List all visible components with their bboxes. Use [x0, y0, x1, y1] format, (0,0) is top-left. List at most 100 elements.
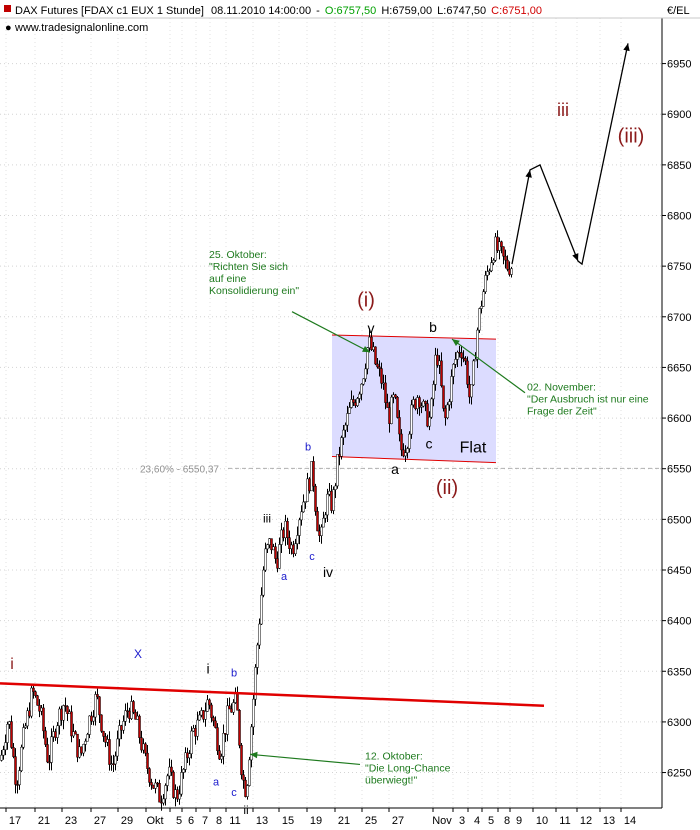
candle-body: [314, 485, 317, 512]
candle-body: [430, 398, 433, 418]
candle-body: [302, 501, 305, 513]
candle-body: [178, 793, 181, 800]
candle-body: [482, 291, 485, 307]
candle-body: [490, 262, 493, 272]
candle-body: [290, 544, 293, 549]
y-tick-label: 6900: [667, 109, 691, 121]
projection-path: [511, 43, 629, 266]
header-separator: -: [316, 5, 320, 17]
candle-body: [282, 529, 285, 539]
header-datetime: 08.11.2010 14:00:00: [211, 5, 311, 17]
x-tick-label: 9: [516, 815, 522, 827]
x-tick-label: 8: [216, 815, 222, 827]
candle-body: [240, 745, 243, 776]
y-tick-label: 6500: [667, 514, 691, 526]
candle-body: [428, 416, 431, 427]
candle-body: [342, 429, 345, 438]
candle-body: [106, 739, 109, 743]
candle-body: [176, 789, 179, 800]
candle-body: [398, 417, 401, 435]
wave-label: iii: [263, 511, 271, 525]
wave-label: iii: [557, 100, 569, 120]
candle-body: [268, 538, 271, 545]
candle-body: [372, 346, 375, 350]
arrowhead: [250, 751, 258, 759]
x-tick-label: 11: [229, 815, 240, 827]
candle-body: [222, 733, 225, 757]
candle-body: [252, 698, 255, 728]
projection-arrows: [525, 43, 630, 262]
comment-line: 12. Oktober:: [365, 750, 423, 762]
candle-body: [46, 744, 49, 763]
candle-body: [460, 352, 463, 359]
candle-body: [152, 784, 155, 789]
candle-body: [316, 511, 319, 532]
candle-body: [494, 236, 497, 261]
candle-body: [448, 401, 451, 406]
candle-body: [324, 514, 327, 519]
candle-body: [502, 246, 505, 257]
comment-arrow: [249, 753, 361, 766]
candle-body: [8, 721, 11, 725]
candle-body: [256, 644, 259, 668]
x-tick-label: 4: [474, 815, 480, 827]
wave-label: X: [134, 647, 142, 661]
wave-label: a: [281, 571, 288, 583]
candle-body: [4, 742, 7, 751]
candle-body: [78, 746, 81, 758]
candle-body: [196, 719, 199, 737]
candle-body: [54, 731, 57, 738]
candle-body: [458, 352, 461, 354]
wave-label: b: [231, 667, 237, 679]
comment-line: überwiegt!": [365, 774, 417, 786]
candle-body: [318, 530, 321, 536]
candle-body: [94, 694, 97, 718]
candle-body: [508, 269, 511, 275]
comment-arrow: [291, 311, 371, 353]
candle-body: [146, 752, 149, 769]
candle-body: [126, 710, 129, 712]
candle-body: [356, 398, 359, 406]
instrument-name: DAX Futures [FDAX c1 EUX 1 Stunde]: [15, 5, 204, 17]
candle-body: [192, 728, 195, 732]
candle-body: [396, 396, 399, 418]
candle-body: [182, 769, 185, 773]
candle-body: [208, 699, 211, 706]
candle-body: [190, 730, 193, 754]
candle-body: [232, 702, 235, 713]
candle-body: [422, 401, 425, 407]
candle-body: [32, 687, 35, 693]
candle-body: [224, 733, 227, 735]
candle-body: [286, 520, 289, 538]
candle-body: [124, 710, 127, 722]
candle-body: [484, 275, 487, 292]
candle-body: [358, 393, 361, 399]
y-tick-label: 6550: [667, 464, 691, 476]
candle-body: [368, 336, 371, 349]
candle-body: [426, 403, 429, 427]
wave-label: a: [391, 461, 399, 477]
candle-body: [366, 347, 369, 370]
candle-body: [346, 413, 349, 426]
candle-body: [288, 537, 291, 549]
comment-line: 02. November:: [527, 382, 596, 394]
candle-body: [226, 705, 229, 735]
candle-body: [258, 623, 261, 646]
candle-body: [436, 354, 439, 366]
candle-body: [60, 708, 63, 721]
candle-body: [414, 399, 417, 409]
candle-body: [354, 402, 357, 406]
candle-body: [340, 437, 343, 457]
wave-label: c: [231, 787, 237, 799]
flat-channel-upper-line: [331, 334, 497, 340]
candle-body: [332, 489, 335, 511]
candle-body: [16, 784, 19, 786]
candle-body: [212, 717, 215, 722]
candle-body: [142, 743, 145, 751]
candle-body: [504, 255, 507, 261]
candle-body: [30, 687, 33, 717]
candle-body: [438, 360, 441, 366]
candle-body: [96, 694, 99, 698]
wave-label: iv: [323, 564, 333, 580]
candle-body: [90, 715, 93, 722]
